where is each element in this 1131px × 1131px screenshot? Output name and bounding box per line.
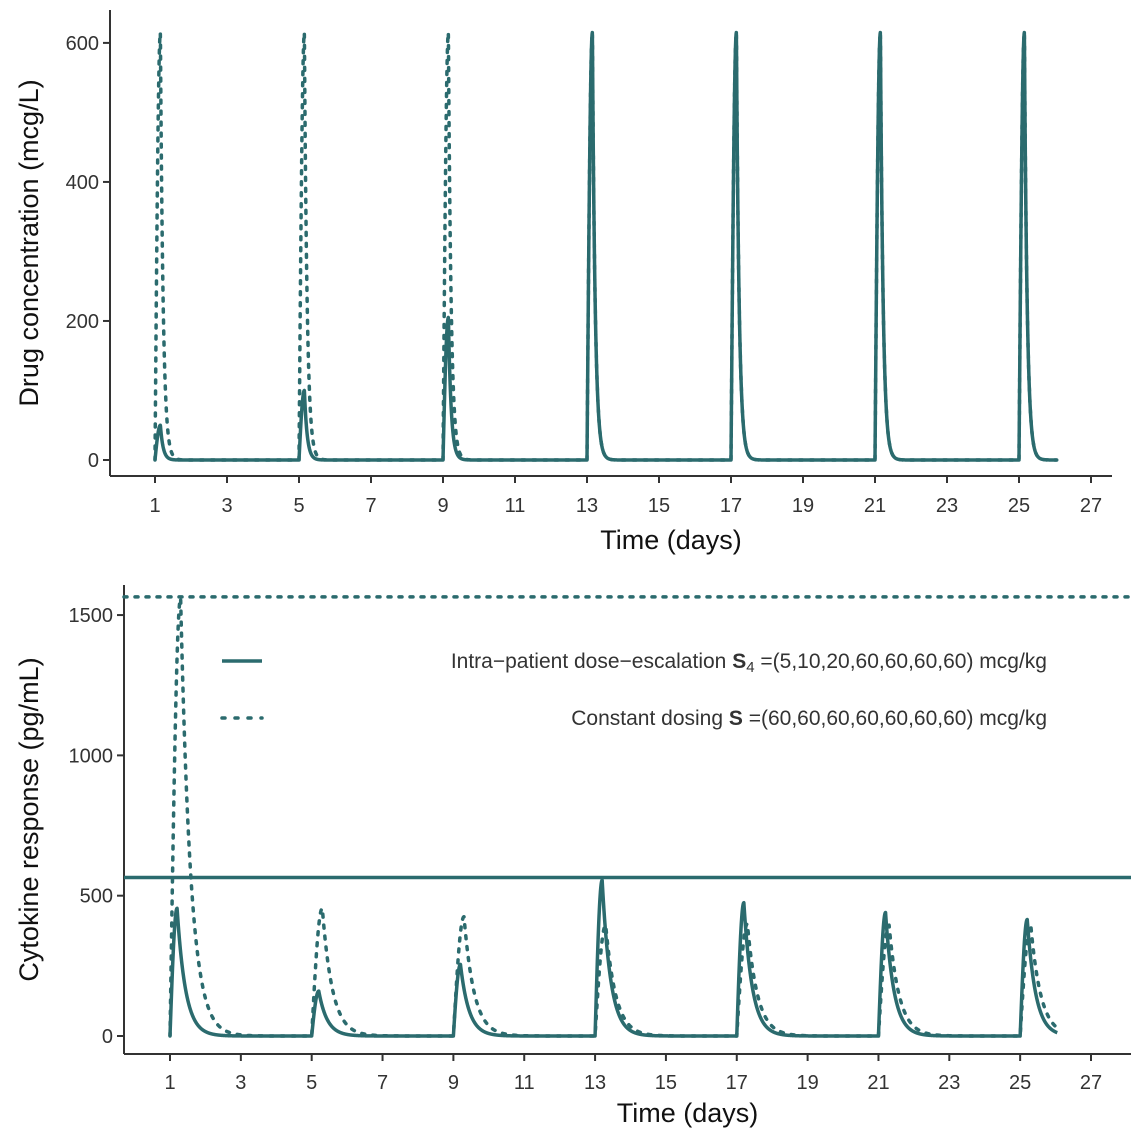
series-line-dotted — [153, 30, 1059, 462]
series-line-solid — [153, 30, 1059, 462]
y-tick-label: 500 — [80, 886, 113, 908]
x-tick-label: 1 — [164, 1072, 175, 1094]
x-tick-label: 11 — [514, 1072, 535, 1094]
legend: Intra−patient dose−escalation S4 =(5,10,… — [220, 650, 1047, 730]
x-tick-label: 5 — [293, 495, 304, 517]
y-tick-label: 1000 — [69, 745, 114, 767]
x-tick-label: 15 — [655, 1072, 677, 1094]
x-tick-label: 23 — [938, 1072, 960, 1094]
legend-label: Constant dosing S =(60,60,60,60,60,60,60… — [571, 707, 1047, 730]
x-tick-label: 1 — [149, 495, 160, 517]
x-tick-label: 17 — [726, 1072, 748, 1094]
y-axis-title: Cytokine response (pg/mL) — [14, 657, 44, 981]
y-axis-title: Drug concentration (mcg/L) — [14, 79, 44, 406]
legend-label: Intra−patient dose−escalation S4 =(5,10,… — [451, 650, 1047, 676]
y-tick-label: 1500 — [69, 605, 114, 627]
x-axis-title: Time (days) — [600, 525, 742, 555]
series-line-solid — [168, 878, 1059, 1038]
x-tick-label: 11 — [505, 495, 526, 517]
y-tick-label: 0 — [102, 1026, 113, 1048]
x-tick-label: 3 — [235, 1072, 246, 1094]
series-line-dotted — [168, 596, 1060, 1038]
x-tick-label: 27 — [1080, 1072, 1102, 1094]
x-tick-label: 21 — [867, 1072, 889, 1094]
x-tick-label: 9 — [437, 495, 448, 517]
x-tick-label: 27 — [1080, 495, 1102, 517]
y-tick-label: 600 — [66, 33, 99, 55]
y-tick-label: 200 — [66, 311, 99, 333]
x-tick-label: 9 — [448, 1072, 459, 1094]
x-tick-label: 21 — [864, 495, 886, 517]
y-tick-label: 400 — [66, 172, 99, 194]
x-tick-label: 25 — [1008, 495, 1030, 517]
x-tick-label: 7 — [377, 1072, 388, 1094]
x-tick-label: 19 — [792, 495, 814, 517]
x-tick-label: 7 — [365, 495, 376, 517]
y-tick-label: 0 — [88, 450, 99, 472]
x-axis-title: Time (days) — [617, 1098, 759, 1128]
x-tick-label: 23 — [936, 495, 958, 517]
x-tick-label: 15 — [648, 495, 670, 517]
x-tick-label: 17 — [720, 495, 742, 517]
x-tick-label: 3 — [221, 495, 232, 517]
x-tick-label: 25 — [1009, 1072, 1031, 1094]
x-tick-label: 13 — [576, 495, 598, 517]
x-tick-label: 13 — [584, 1072, 606, 1094]
x-tick-label: 19 — [796, 1072, 818, 1094]
x-tick-label: 5 — [306, 1072, 317, 1094]
